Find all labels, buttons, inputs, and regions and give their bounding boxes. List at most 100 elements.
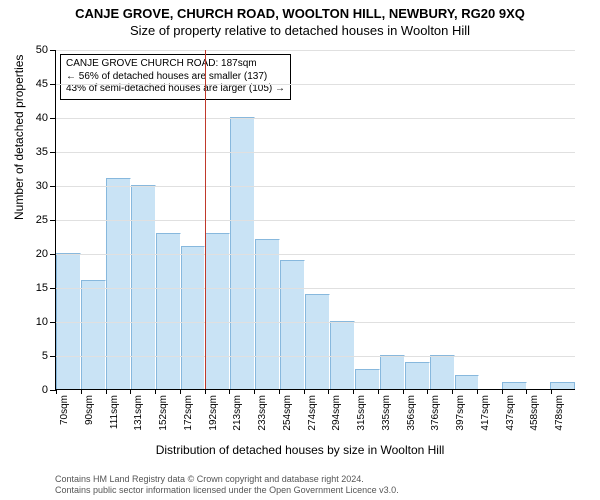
x-tick xyxy=(353,389,354,394)
x-tick-label: 233sqm xyxy=(257,395,268,431)
gridline xyxy=(56,186,575,187)
callout-line1: CANJE GROVE CHURCH ROAD: 187sqm xyxy=(66,58,285,71)
y-tick-label: 10 xyxy=(36,316,48,328)
x-tick-label: 254sqm xyxy=(282,395,293,431)
footer-line1: Contains HM Land Registry data © Crown c… xyxy=(55,474,600,485)
histogram-bar xyxy=(330,321,355,389)
x-tick xyxy=(180,389,181,394)
y-tick xyxy=(50,356,56,357)
x-tick-label: 417sqm xyxy=(480,395,491,431)
callout-line2: ← 56% of detached houses are smaller (13… xyxy=(66,71,285,84)
histogram-bar xyxy=(56,253,81,389)
page-title-line1: CANJE GROVE, CHURCH ROAD, WOOLTON HILL, … xyxy=(0,6,600,21)
x-tick-label: 131sqm xyxy=(133,395,144,431)
histogram-bar xyxy=(181,246,206,389)
histogram-bar xyxy=(106,178,131,389)
callout-box: CANJE GROVE CHURCH ROAD: 187sqm ← 56% of… xyxy=(60,54,291,100)
x-tick-label: 335sqm xyxy=(381,395,392,431)
x-tick xyxy=(254,389,255,394)
y-tick-label: 25 xyxy=(36,214,48,226)
x-tick xyxy=(526,389,527,394)
y-tick xyxy=(50,254,56,255)
y-tick xyxy=(50,288,56,289)
x-tick-label: 274sqm xyxy=(307,395,318,431)
footer-line2: Contains public sector information licen… xyxy=(55,485,600,496)
x-tick xyxy=(502,389,503,394)
x-tick-label: 437sqm xyxy=(505,395,516,431)
x-tick-label: 478sqm xyxy=(554,395,565,431)
histogram-bar xyxy=(355,369,380,389)
x-tick-label: 111sqm xyxy=(109,395,120,429)
x-tick xyxy=(130,389,131,394)
x-tick-label: 213sqm xyxy=(232,395,243,431)
x-tick xyxy=(551,389,552,394)
histogram-bar xyxy=(255,239,280,389)
x-tick-label: 192sqm xyxy=(208,395,219,431)
x-tick-label: 172sqm xyxy=(183,395,194,431)
histogram-bar xyxy=(430,355,455,389)
marker-line xyxy=(205,50,206,389)
histogram-bar xyxy=(455,375,480,389)
y-tick-label: 20 xyxy=(36,248,48,260)
histogram-bar xyxy=(405,362,430,389)
histogram-bar xyxy=(205,233,230,389)
y-tick-label: 50 xyxy=(36,44,48,56)
x-tick xyxy=(452,389,453,394)
x-tick-label: 315sqm xyxy=(356,395,367,431)
histogram-bar xyxy=(230,117,255,389)
y-tick-label: 30 xyxy=(36,180,48,192)
y-tick xyxy=(50,186,56,187)
page-title-line2: Size of property relative to detached ho… xyxy=(0,23,600,38)
histogram-bar xyxy=(502,382,527,389)
x-tick-label: 356sqm xyxy=(406,395,417,431)
x-tick xyxy=(106,389,107,394)
gridline xyxy=(56,288,575,289)
gridline xyxy=(56,322,575,323)
y-tick-label: 45 xyxy=(36,78,48,90)
x-tick xyxy=(328,389,329,394)
histogram-bar xyxy=(380,355,405,389)
gridline xyxy=(56,50,575,51)
x-tick xyxy=(378,389,379,394)
x-tick xyxy=(427,389,428,394)
x-axis-label: Distribution of detached houses by size … xyxy=(0,443,600,457)
x-tick xyxy=(279,389,280,394)
x-tick xyxy=(56,389,57,394)
chart-area: CANJE GROVE CHURCH ROAD: 187sqm ← 56% of… xyxy=(55,50,575,390)
y-tick xyxy=(50,322,56,323)
y-tick-label: 15 xyxy=(36,282,48,294)
gridline xyxy=(56,356,575,357)
y-axis-label: Number of detached properties xyxy=(12,55,26,220)
y-tick-label: 5 xyxy=(42,350,48,362)
histogram-bar xyxy=(305,294,330,389)
x-tick xyxy=(155,389,156,394)
y-tick xyxy=(50,118,56,119)
x-tick-label: 152sqm xyxy=(158,395,169,431)
gridline xyxy=(56,254,575,255)
histogram-bar xyxy=(280,260,305,389)
x-tick-label: 90sqm xyxy=(84,395,95,425)
x-tick xyxy=(229,389,230,394)
y-tick xyxy=(50,84,56,85)
y-tick xyxy=(50,50,56,51)
x-tick xyxy=(304,389,305,394)
x-tick-label: 376sqm xyxy=(430,395,441,431)
gridline xyxy=(56,152,575,153)
histogram-bar xyxy=(550,382,575,389)
x-tick xyxy=(205,389,206,394)
title-block: CANJE GROVE, CHURCH ROAD, WOOLTON HILL, … xyxy=(0,0,600,38)
x-tick-label: 458sqm xyxy=(529,395,540,431)
x-tick-label: 70sqm xyxy=(59,395,70,425)
y-tick-label: 40 xyxy=(36,112,48,124)
y-tick xyxy=(50,220,56,221)
histogram-bar xyxy=(81,280,106,389)
histogram-bar xyxy=(131,185,156,389)
y-tick-label: 0 xyxy=(42,384,48,396)
x-tick-label: 397sqm xyxy=(455,395,466,431)
histogram-bar xyxy=(156,233,181,389)
footer-text: Contains HM Land Registry data © Crown c… xyxy=(0,474,600,497)
x-tick xyxy=(81,389,82,394)
x-tick-label: 294sqm xyxy=(331,395,342,431)
gridline xyxy=(56,118,575,119)
x-tick xyxy=(477,389,478,394)
